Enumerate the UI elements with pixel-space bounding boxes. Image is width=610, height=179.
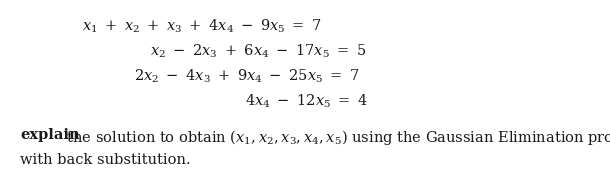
Text: with back substitution.: with back substitution.	[20, 153, 190, 167]
Text: $2x_2 \ - \ 4x_3 \ + \ 9x_4 \ - \ 25x_5 \ = \ 7$: $2x_2 \ - \ 4x_3 \ + \ 9x_4 \ - \ 25x_5 …	[134, 68, 360, 85]
Text: the solution to obtain $(x_1, x_2, x_3, x_4, x_5)$ using the Gaussian Eliminatio: the solution to obtain $(x_1, x_2, x_3, …	[62, 128, 610, 147]
Text: $4x_4 \ - \ 12x_5 \ = \ 4$: $4x_4 \ - \ 12x_5 \ = \ 4$	[245, 93, 368, 110]
Text: $x_2 \ - \ 2x_3 \ + \ 6x_4 \ - \ 17x_5 \ = \ 5$: $x_2 \ - \ 2x_3 \ + \ 6x_4 \ - \ 17x_5 \…	[150, 43, 366, 60]
Text: $x_1 \ + \ x_2 \ + \ x_3 \ + \ 4x_4 \ - \ 9x_5 \ = \ 7$: $x_1 \ + \ x_2 \ + \ x_3 \ + \ 4x_4 \ - …	[82, 18, 322, 35]
Text: explain: explain	[20, 128, 80, 142]
